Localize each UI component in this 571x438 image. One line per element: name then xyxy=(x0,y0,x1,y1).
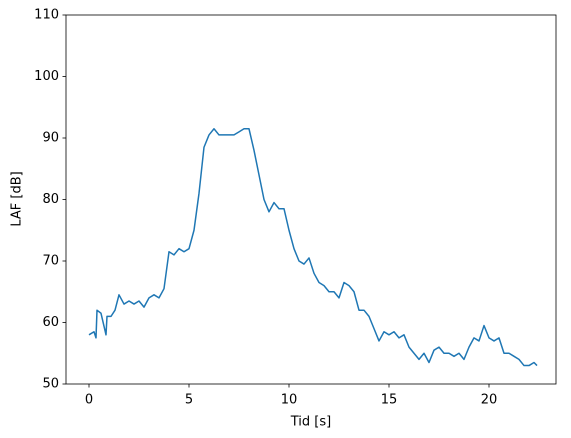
y-tick-label: 80 xyxy=(42,192,59,207)
y-tick-label: 90 xyxy=(42,131,59,146)
x-tick-label: 5 xyxy=(185,393,193,408)
line-series xyxy=(88,128,538,367)
x-tick-label: 20 xyxy=(481,393,498,408)
y-tick-label: 50 xyxy=(42,377,59,392)
y-tick-label: 70 xyxy=(42,254,59,269)
y-tick-label: 100 xyxy=(34,69,59,84)
y-tick-label: 110 xyxy=(34,8,59,23)
x-tick-label: 10 xyxy=(281,393,298,408)
x-axis-label: Tid [s] xyxy=(290,415,331,430)
y-tick-label: 60 xyxy=(42,315,59,330)
x-tick-label: 0 xyxy=(85,393,93,408)
y-axis-label: LAF [dB] xyxy=(10,171,25,226)
x-tick-label: 15 xyxy=(381,393,398,408)
